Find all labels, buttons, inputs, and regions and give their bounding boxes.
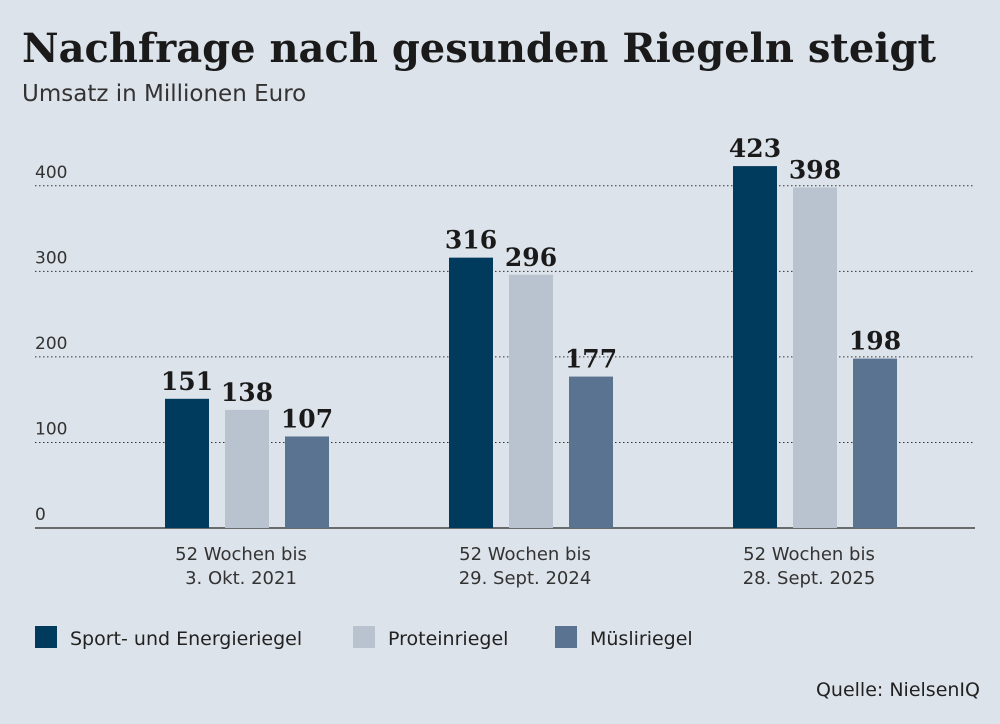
bar	[225, 409, 269, 528]
legend-swatch	[35, 626, 57, 648]
y-tick-label: 200	[35, 334, 67, 354]
y-tick-label: 0	[35, 505, 46, 525]
y-tick-label: 300	[35, 248, 67, 268]
legend-label: Proteinriegel	[388, 628, 508, 650]
x-tick-label: 29. Sept. 2024	[459, 568, 592, 589]
value-label: 151	[161, 367, 213, 396]
value-label: 423	[729, 134, 781, 163]
x-tick-label: 52 Wochen bis	[459, 544, 591, 565]
y-tick-label: 100	[35, 419, 67, 439]
legend-swatch	[353, 626, 375, 648]
bar	[569, 376, 613, 528]
bar	[509, 274, 553, 528]
value-label: 177	[565, 345, 617, 374]
bar	[165, 398, 209, 528]
value-label: 107	[281, 404, 333, 433]
x-tick-label: 28. Sept. 2025	[743, 568, 876, 589]
value-label: 138	[221, 378, 273, 407]
x-tick-label: 52 Wochen bis	[743, 544, 875, 565]
value-label: 296	[505, 243, 557, 272]
y-tick-label: 400	[35, 163, 67, 183]
bar	[449, 257, 493, 528]
x-tick-label: 52 Wochen bis	[175, 544, 307, 565]
value-label: 316	[445, 226, 497, 255]
legend-label: Sport- und Energieriegel	[70, 628, 302, 650]
bar	[793, 187, 837, 528]
source: Quelle: NielsenIQ	[816, 679, 980, 701]
value-label: 198	[849, 327, 901, 356]
chart-subtitle: Umsatz in Millionen Euro	[22, 81, 306, 107]
chart-title: Nachfrage nach gesunden Riegeln steigt	[22, 25, 936, 72]
legend-swatch	[555, 626, 577, 648]
legend-label: Müsliriegel	[590, 628, 693, 650]
x-tick-label: 3. Okt. 2021	[185, 568, 297, 589]
bar	[853, 358, 897, 528]
bar	[285, 436, 329, 528]
value-label: 398	[789, 155, 841, 184]
bar	[733, 166, 777, 528]
